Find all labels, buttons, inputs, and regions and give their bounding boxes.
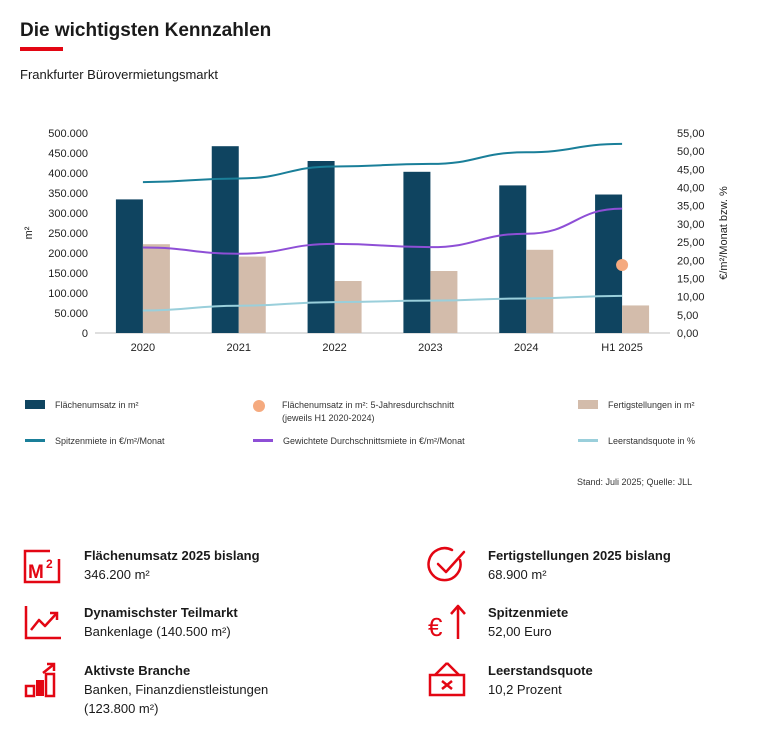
y-tick-label: 400.000 [48,168,88,180]
legend-umsatz: Flächenumsatz in m² [25,400,139,410]
m2-icon: M 2 [22,546,64,584]
y2-tick-label: 25,00 [677,237,705,249]
bar-fertigstellungen [430,271,458,333]
y2-tick-label: 15,00 [677,273,705,285]
title-accent-bar [20,47,63,51]
kpi-value: Bankenlage (140.500 m²) [84,624,231,639]
combo-chart: 0 50.000 100.000 150.000 200.000 250.000 300.0… [23,128,730,354]
kpi-value-secondary: (123.800 m²) [84,701,159,716]
x-tick-label: 2020 [131,342,155,354]
y2-tick-label: 20,00 [677,255,705,267]
x-tick-label: 2022 [322,342,346,354]
bar-flaechenumsatz [115,199,143,333]
kpi-title: Fertigstellungen 2025 bislang [488,548,671,563]
bar-steps-icon [22,661,64,699]
legend-swatch-durchschnitt [253,439,273,442]
kpi-flaechenumsatz: M 2 Flächenumsatz 2025 bislang 346.200 m… [22,546,260,584]
line-spitzenmiete [142,142,623,184]
euro-arrow-up-icon: € [426,603,468,641]
bar-flaechenumsatz [307,161,335,333]
svg-text:2: 2 [46,557,53,571]
y2-tick-label: 5,00 [677,310,698,322]
bar-fertigstellungen [526,249,554,333]
legend-label-spitzen: Spitzenmiete in €/m²/Monat [55,436,165,446]
legend-label-avg: Flächenumsatz in m²: 5-Jahresdurchschnit… [282,400,455,410]
legend-swatch-umsatz [25,400,45,409]
y2-tick-label: 55,00 [677,128,705,140]
y2-tick-label: 45,00 [677,164,705,176]
page-subtitle: Frankfurter Bürovermietungsmarkt [20,67,218,82]
kpi-value: 346.200 m² [84,567,150,582]
point-5-jahresdurchschnitt [616,259,629,271]
y-tick-label: 450.000 [48,148,88,160]
kpi-value: 10,2 Prozent [488,682,562,697]
kpi-title: Leerstandsquote [488,663,593,678]
y2-tick-label: 50,00 [677,146,705,158]
y2-tick-label: 30,00 [677,219,705,231]
y-tick-label: 0 [82,328,88,340]
legend-spitzen: Spitzenmiete in €/m²/Monat [25,436,165,446]
kpi-value: 68.900 m² [488,567,547,582]
legend-avg: Flächenumsatz in m²: 5-Jahresdurchschnit… [253,400,454,423]
kpi-title: Aktivste Branche [84,663,191,678]
bar-flaechenumsatz [403,171,431,333]
kpi-value: Banken, Finanzdienstleistungen [84,682,269,697]
legend-leerstand: Leerstandsquote in % [578,436,695,446]
bar-fertigstellungen [142,244,170,333]
y-tick-label: 150.000 [48,268,88,280]
kpi-title: Dynamischster Teilmarkt [84,605,238,620]
kpi-fertigstellungen: Fertigstellungen 2025 bislang 68.900 m² [426,546,671,584]
legend-swatch-fertig [578,400,598,409]
x-tick-label: 2021 [227,342,251,354]
x-tick-label: 2024 [514,342,538,354]
legend-label-umsatz: Flächenumsatz in m² [55,400,139,410]
kpi-value: 52,00 Euro [488,624,552,639]
legend-swatch-leerstand [578,439,598,442]
y-tick-label: 50.000 [54,308,88,320]
y-tick-label: 200.000 [48,248,88,260]
bar-flaechenumsatz [211,146,239,333]
y-tick-label: 500.000 [48,128,88,140]
x-tick-label: 2023 [418,342,442,354]
legend-label-fertig: Fertigstellungen in m² [608,400,695,410]
svg-text:M: M [28,562,44,583]
x-tick-label: H1 2025 [601,342,643,354]
bar-fertigstellungen [334,281,362,333]
y2-axis-label: €/m²/Monat bzw. % [718,186,730,280]
kpi-leerstand: Leerstandsquote 10,2 Prozent [426,661,593,699]
kpi-spitzenmiete: € Spitzenmiete 52,00 Euro [426,603,568,641]
page-title: Die wichtigsten Kennzahlen [20,20,272,41]
kpi-title: Spitzenmiete [488,605,569,620]
y2-tick-label: 10,00 [677,292,705,304]
svg-text:€: € [428,612,443,641]
kpi-teilmarkt: Dynamischster Teilmarkt Bankenlage (140.… [22,603,238,641]
vacancy-sign-icon [426,661,468,699]
y2-tick-label: 35,00 [677,201,705,213]
legend-swatch-avg [253,400,265,412]
bar-fertigstellungen [238,256,266,333]
legend-label-leerstand: Leerstandsquote in % [608,436,696,446]
kpi-branche: Aktivste Branche Banken, Finanzdienstlei… [22,661,268,718]
y2-tick-label: 40,00 [677,183,705,195]
y2-tick-label: 0,00 [677,328,698,340]
y-tick-label: 250.000 [48,228,88,240]
kpi-title: Flächenumsatz 2025 bislang [84,548,260,563]
source-note: Stand: Juli 2025; Quelle: JLL [577,477,693,487]
trend-chart-icon [22,603,64,641]
line-leerstandsquote [142,294,623,312]
y-axis-label: m² [23,226,35,239]
legend-fertig: Fertigstellungen in m² [578,400,695,410]
y-tick-label: 300.000 [48,208,88,220]
y-tick-label: 350.000 [48,188,88,200]
y-tick-label: 100.000 [48,288,88,300]
checkmark-circle-icon [426,546,468,584]
legend-durchschnitt: Gewichtete Durchschnittsmiete in €/m²/Mo… [253,436,465,446]
bar-fertigstellungen [622,305,650,333]
line-durchschnittsmiete [142,207,623,255]
bar-flaechenumsatz [499,185,527,333]
legend-label-avg-sub: (jeweils H1 2020-2024) [282,413,375,423]
legend-label-durchschnitt: Gewichtete Durchschnittsmiete in €/m²/Mo… [283,436,465,446]
legend-swatch-spitzen [25,439,45,442]
